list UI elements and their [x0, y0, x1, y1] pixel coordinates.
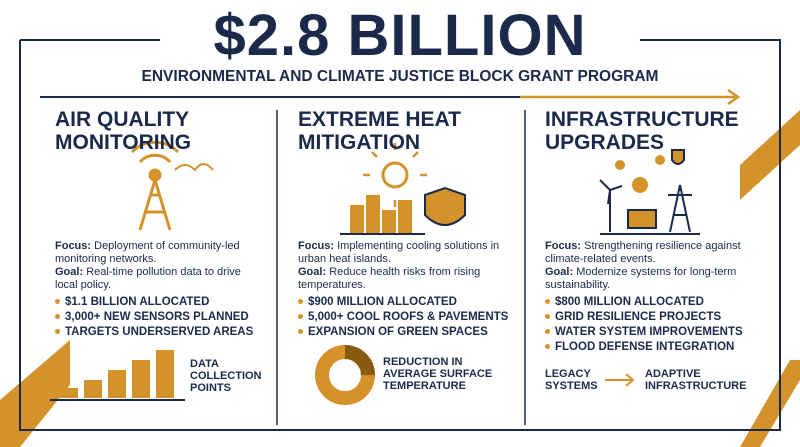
bullet-text: $900 MILLION ALLOCATED: [308, 296, 457, 308]
bullet-text: TARGETS UNDERSERVED AREAS: [65, 326, 254, 338]
goal-text: Goal: Reduce health risks from rising te…: [298, 266, 503, 292]
footer-from: LEGACY SYSTEMS: [545, 368, 598, 392]
focus-label: Focus:: [298, 240, 335, 252]
goal: Reduce health risks from rising temperat…: [298, 266, 481, 291]
column-heading: AIR QUALITY MONITORING: [55, 108, 192, 154]
bullet-text: 3,000+ NEW SENSORS PLANNED: [65, 311, 249, 323]
bullet: 5,000+ COOL ROOFS & PAVEMENTS: [298, 310, 528, 325]
footer-arrow: [605, 373, 635, 387]
focus: Strengthening resilience against climate…: [545, 240, 741, 265]
bullet-text: 5,000+ COOL ROOFS & PAVEMENTS: [308, 311, 509, 323]
bullet-text: EXPANSION OF GREEN SPACES: [308, 326, 488, 338]
arrow-head: [727, 88, 741, 106]
bullet-dot: [55, 329, 60, 335]
donut-icon: [315, 345, 375, 405]
bullet: EXPANSION OF GREEN SPACES: [298, 325, 528, 340]
bullet: $1.1 BILLION ALLOCATED: [55, 295, 285, 310]
bullet-dot: [545, 299, 550, 305]
bullet-dot: [545, 314, 550, 320]
bullet-text: $800 MILLION ALLOCATED: [555, 296, 704, 308]
bullet-dot: [545, 344, 550, 350]
bullet-text: $1.1 BILLION ALLOCATED: [65, 296, 210, 308]
title: $2.8 BILLION: [213, 3, 587, 68]
bullet-dot: [298, 314, 303, 320]
bullet-dot: [55, 299, 60, 305]
stripe: [0, 340, 70, 447]
infra-icon: [599, 149, 700, 235]
bullet-dot: [545, 329, 550, 335]
column-heading: EXTREME HEAT MITIGATION: [298, 108, 461, 154]
column-heading: INFRASTRUCTURE UPGRADES: [545, 108, 739, 154]
bullet: GRID RESILIENCE PROJECTS: [545, 310, 775, 325]
bullet: $800 MILLION ALLOCATED: [545, 295, 775, 310]
bullet: TARGETS UNDERSERVED AREAS: [55, 325, 285, 340]
goal-label: Goal:: [545, 266, 574, 278]
focus: Implementing cooling solutions in urban …: [298, 240, 500, 265]
bullet-list: $900 MILLION ALLOCATED 5,000+ COOL ROOFS …: [298, 295, 528, 340]
focus-label: Focus:: [545, 240, 582, 252]
goal-label: Goal:: [298, 266, 327, 278]
heat-icon: [340, 143, 466, 235]
goal-text: Goal: Real-time pollution data to drive …: [55, 266, 260, 292]
bullet: WATER SYSTEM IMPROVEMENTS: [545, 325, 775, 340]
bullet-text: GRID RESILIENCE PROJECTS: [555, 311, 722, 323]
bullet: 3,000+ NEW SENSORS PLANNED: [55, 310, 285, 325]
goal-text: Goal: Modernize systems for long-term su…: [545, 266, 750, 292]
bullet-list: $1.1 BILLION ALLOCATED 3,000+ NEW SENSORS…: [55, 295, 285, 340]
bullet-dot: [298, 329, 303, 335]
bullet-dot: [55, 314, 60, 320]
focus-text: Focus: Strengthening resilience against …: [545, 240, 750, 292]
goal: Real-time pollution data to drive local …: [55, 266, 241, 291]
focus: Deployment of community-led monitoring n…: [55, 240, 240, 265]
goal-label: Goal:: [55, 266, 84, 278]
focus-label: Focus:: [55, 240, 92, 252]
footer-to: ADAPTIVE INFRASTRUCTURE: [645, 368, 747, 392]
bullet-dot: [298, 299, 303, 305]
frame: [19, 39, 781, 431]
bullet-text: FLOOD DEFENSE INTEGRATION: [555, 341, 735, 353]
tower-icon: [130, 140, 214, 231]
stripe: [740, 110, 800, 200]
goal: Modernize systems for long-term sustaina…: [545, 266, 737, 291]
bullet: FLOOD DEFENSE INTEGRATION: [545, 340, 775, 355]
focus-text: Focus: Implementing cooling solutions in…: [298, 240, 503, 292]
bar-icon: [50, 350, 185, 401]
bullet-list: $800 MILLION ALLOCATED GRID RESILIENCE PR…: [545, 295, 775, 355]
footer-label: DATA COLLECTION POINTS: [190, 358, 262, 394]
footer-label: REDUCTION IN AVERAGE SURFACE TEMPERATURE: [383, 356, 493, 392]
bullet: $900 MILLION ALLOCATED: [298, 295, 528, 310]
stripe: [740, 360, 800, 447]
focus-text: Focus: Deployment of community-led monit…: [55, 240, 260, 292]
subtitle: ENVIRONMENTAL AND CLIMATE JUSTICE BLOCK …: [141, 68, 659, 85]
bullet-text: WATER SYSTEM IMPROVEMENTS: [555, 326, 743, 338]
